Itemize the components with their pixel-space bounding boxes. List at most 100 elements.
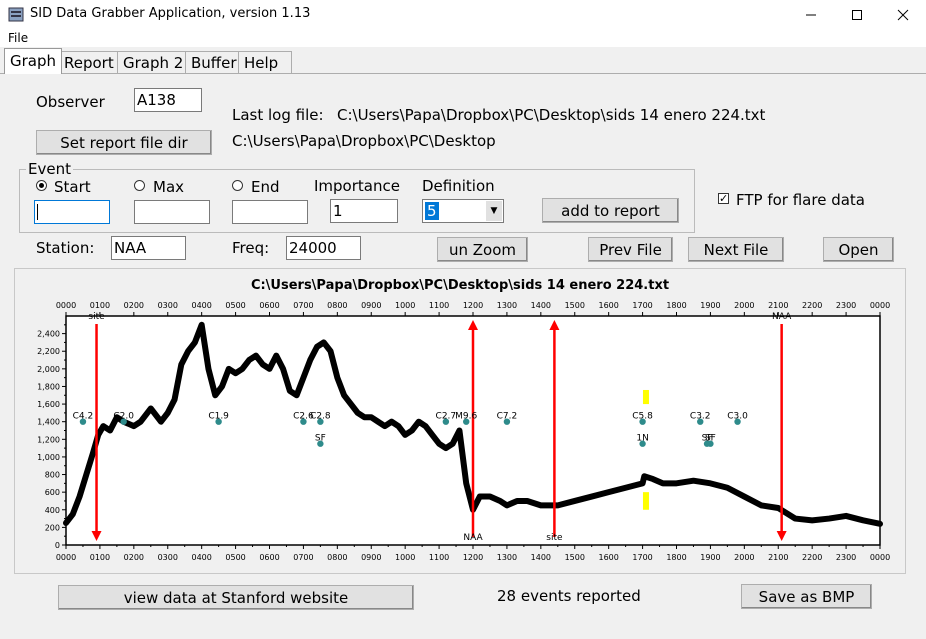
open-button[interactable]: Open (823, 237, 894, 262)
importance-label: Importance (314, 177, 400, 195)
save-bmp-button[interactable]: Save as BMP (741, 584, 872, 609)
text-cursor (37, 204, 38, 220)
y-tick-label: 2,000 (37, 365, 60, 374)
x-tick-label-top: 1300 (497, 301, 517, 310)
x-tick-label-bottom: 0600 (259, 553, 279, 562)
set-report-dir-button[interactable]: Set report file dir (36, 130, 212, 155)
max-time-input[interactable] (134, 200, 210, 224)
x-tick-label-top: 1500 (565, 301, 585, 310)
x-tick-label-top: 2300 (836, 301, 856, 310)
y-tick-label: 1,000 (37, 453, 60, 462)
x-tick-label-bottom: 2100 (768, 553, 788, 562)
chevron-down-icon[interactable]: ▼ (486, 201, 502, 221)
definition-select[interactable]: 5 ▼ (422, 199, 504, 223)
end-time-input[interactable] (232, 200, 308, 224)
x-tick-label-top: 0000 (870, 301, 890, 310)
definition-label: Definition (422, 177, 495, 195)
tab-strip-line (0, 73, 926, 74)
flare-marker (639, 440, 646, 447)
flare-label: C2.8 (310, 412, 331, 422)
x-tick-label-bottom: 1800 (666, 553, 686, 562)
arrow-head-up (549, 320, 560, 330)
importance-input[interactable]: 1 (330, 199, 398, 223)
flare-marker (79, 418, 87, 425)
x-tick-label-top: 1200 (463, 301, 483, 310)
end-radio[interactable] (232, 180, 243, 191)
x-tick-label-bottom: 0700 (293, 553, 313, 562)
max-radio[interactable] (134, 180, 145, 191)
view-stanford-button[interactable]: view data at Stanford website (58, 585, 414, 610)
tab-graph[interactable]: Graph (4, 48, 63, 74)
x-tick-label-top: 0200 (124, 301, 144, 310)
close-button[interactable] (880, 0, 926, 30)
x-tick-label-bottom: 1500 (565, 553, 585, 562)
maximize-button[interactable] (834, 0, 880, 30)
flare-label: SF (702, 434, 713, 444)
menu-bar (0, 30, 926, 47)
x-tick-label-top: 1700 (632, 301, 652, 310)
start-time-input[interactable] (34, 200, 110, 224)
x-tick-label-top: 0600 (259, 301, 279, 310)
highlight-bar (642, 492, 649, 510)
x-tick-label-bottom: 0300 (158, 553, 178, 562)
x-tick-label-top: 0100 (90, 301, 110, 310)
ftp-checkbox[interactable]: ✓ (718, 192, 729, 205)
flare-marker (300, 418, 307, 425)
y-tick-label: 1,800 (37, 382, 60, 391)
x-tick-label-bottom: 1400 (531, 553, 551, 562)
flare-label: M9.6 (455, 412, 477, 422)
x-tick-label-bottom: 1600 (598, 553, 618, 562)
x-tick-label-top: 0400 (191, 301, 211, 310)
arrow-head-up (468, 320, 478, 330)
arrow-label: NAA (463, 533, 483, 543)
minimize-button[interactable] (788, 0, 834, 30)
station-input[interactable]: NAA (111, 236, 186, 260)
tab-help[interactable]: Help (238, 51, 292, 73)
x-tick-label-bottom: 0100 (90, 553, 110, 562)
add-to-report-button[interactable]: add to report (542, 198, 679, 223)
highlight-bar (642, 389, 649, 405)
x-tick-label-top: 1600 (598, 301, 618, 310)
flare-marker (463, 418, 470, 425)
flare-marker (734, 418, 741, 425)
x-tick-label-bottom: 1300 (497, 553, 517, 562)
start-radio[interactable] (36, 180, 47, 191)
y-tick-label: 1,400 (37, 418, 60, 427)
last-log-value: C:\Users\Papa\Dropbox\PC\Desktop\sids 14… (337, 106, 766, 124)
x-tick-label-top: 0300 (158, 301, 178, 310)
title-bar (0, 0, 926, 30)
event-group-label: Event (26, 160, 73, 178)
x-tick-label-bottom: 1100 (429, 553, 449, 562)
tab-buffer[interactable]: Buffer (185, 51, 243, 73)
menu-file[interactable]: File (8, 31, 29, 45)
report-dir-value: C:\Users\Papa\Dropbox\PC\Desktop (232, 132, 496, 150)
last-log-label: Last log file: (232, 106, 324, 124)
y-tick-label: 400 (45, 506, 60, 515)
x-tick-label-bottom: 0900 (361, 553, 381, 562)
flare-marker (317, 418, 324, 425)
max-label: Max (153, 178, 185, 196)
app-icon (8, 6, 24, 23)
observer-input[interactable]: A138 (134, 88, 202, 112)
chart-title: C:\Users\Papa\Dropbox\PC\Desktop\sids 14… (250, 278, 670, 293)
prev-file-button[interactable]: Prev File (588, 237, 673, 262)
x-tick-label-bottom: 1000 (395, 553, 415, 562)
flare-label: C2.0 (113, 412, 134, 422)
x-tick-label-top: 0800 (327, 301, 347, 310)
freq-input[interactable]: 24000 (286, 236, 361, 260)
arrow-head-down (776, 531, 787, 541)
next-file-button[interactable]: Next File (688, 237, 784, 262)
x-tick-label-top: 1800 (666, 301, 686, 310)
flare-marker (503, 418, 511, 425)
flare-marker (707, 440, 714, 447)
start-label: Start (54, 178, 91, 196)
x-tick-label-top: 2100 (768, 301, 788, 310)
x-tick-label-top: 1400 (531, 301, 551, 310)
data-series-line (63, 321, 883, 527)
unzoom-button[interactable]: un Zoom (437, 237, 528, 262)
tab-report[interactable]: Report (58, 51, 120, 73)
x-tick-label-bottom: 1900 (700, 553, 720, 562)
x-tick-label-top: 2000 (734, 301, 754, 310)
flare-label: C5.8 (632, 412, 653, 422)
